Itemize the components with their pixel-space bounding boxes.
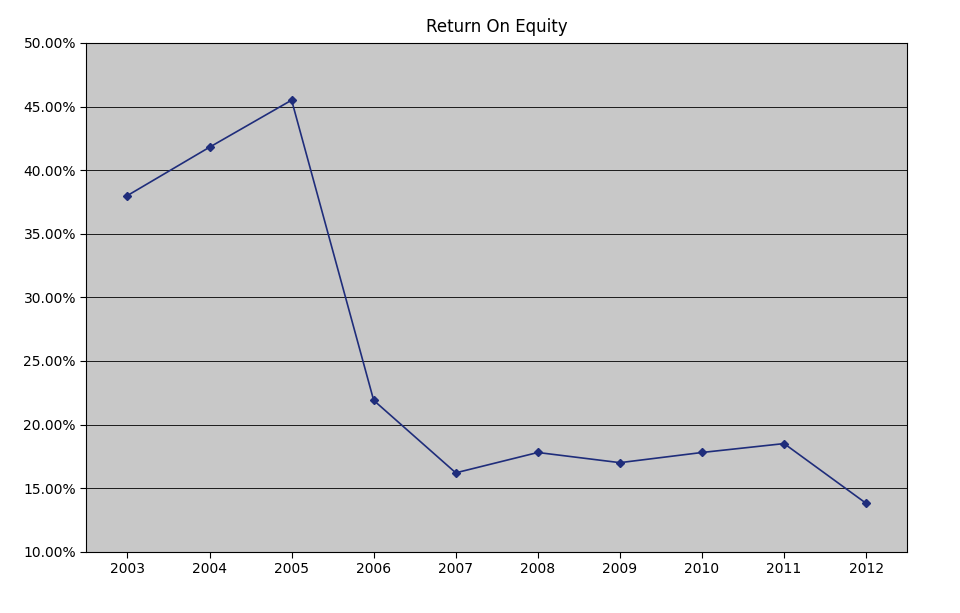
Title: Return On Equity: Return On Equity — [426, 18, 567, 36]
